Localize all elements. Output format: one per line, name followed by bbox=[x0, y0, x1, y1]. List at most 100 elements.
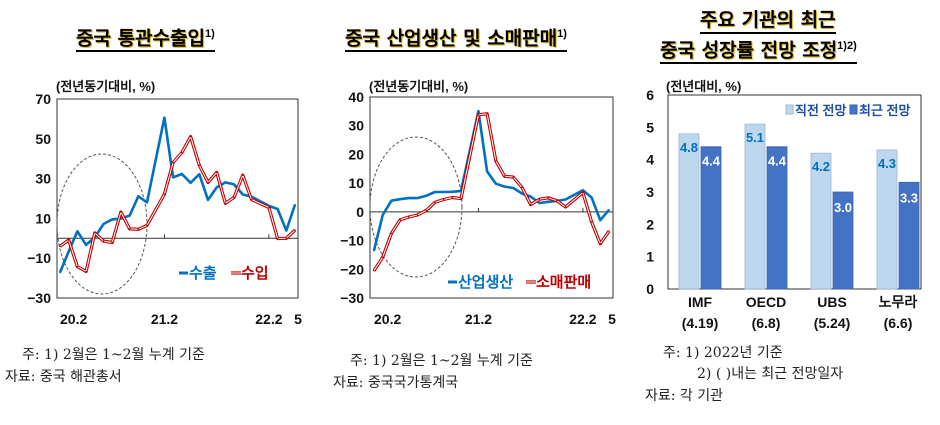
chart3-category-label: UBS bbox=[817, 294, 847, 310]
chart3-category-date: (6.8) bbox=[752, 315, 781, 331]
chart1-data-point bbox=[207, 199, 209, 201]
chart1-data-point bbox=[285, 229, 288, 232]
chart2-data-point bbox=[503, 175, 506, 178]
chart1-data-point bbox=[294, 203, 296, 206]
chart1-data-point bbox=[94, 232, 96, 234]
chart1-y-tick-label: −30 bbox=[27, 290, 51, 306]
chart2-data-point bbox=[608, 230, 610, 232]
chart3-category-label: IMF bbox=[688, 294, 713, 310]
chart3-bar-value-label: 3.0 bbox=[834, 200, 852, 215]
chart3-bar-latest bbox=[898, 181, 920, 290]
chart3-category-date: (4.19) bbox=[682, 315, 719, 331]
chart1-title-text: 중국 통관수출입 bbox=[76, 27, 205, 50]
chart3-bar-previous bbox=[744, 123, 766, 290]
chart1-series-a-line bbox=[58, 116, 297, 273]
chart2-title: 중국 산업생산 및 소매판매1) bbox=[345, 22, 567, 53]
chart1-data-point bbox=[172, 176, 174, 179]
chart2-data-point bbox=[529, 203, 532, 206]
chart2-data-point bbox=[486, 112, 488, 115]
chart1-data-point bbox=[224, 181, 227, 184]
chart2-data-point bbox=[582, 189, 584, 192]
chart3-note-1: 주: 1) 2022년 기준 bbox=[663, 345, 783, 361]
chart2-data-point bbox=[390, 232, 393, 235]
chart3-bar-value-label: 4.8 bbox=[680, 140, 698, 155]
chart3-plot-frame bbox=[667, 94, 922, 290]
chart1-x-tick-label: 21.2 bbox=[151, 311, 178, 327]
chart1-title: 중국 통관수출입1) bbox=[76, 22, 215, 53]
chart2-data-point bbox=[451, 190, 454, 193]
chart1-x-tick-label: 5 bbox=[294, 311, 302, 327]
chart1-data-point bbox=[198, 164, 201, 167]
chart2-y-tick-label: −30 bbox=[340, 290, 364, 306]
chart1-title-note: 1) bbox=[204, 28, 215, 40]
chart1-data-point bbox=[128, 228, 131, 230]
chart1-x-tick-label: 22.2 bbox=[255, 311, 282, 327]
chart1-data-point bbox=[276, 208, 279, 210]
chart1-unit-label: (전년동기대비, %) bbox=[56, 79, 156, 94]
chart2-data-point bbox=[590, 196, 593, 199]
chart1-data-point bbox=[250, 198, 253, 201]
chart2-series-b-line-inner bbox=[373, 113, 610, 271]
chart1-data-point bbox=[137, 195, 140, 198]
chart1-data-point bbox=[181, 151, 183, 154]
chart2-unit-label: (전년동기대비, %) bbox=[369, 79, 469, 94]
chart1-data-point bbox=[76, 265, 79, 268]
chart3-bar-previous bbox=[678, 133, 700, 290]
chart1-data-point bbox=[111, 241, 114, 244]
chart1-data-point bbox=[215, 186, 218, 189]
chart2-y-tick-label: 10 bbox=[348, 175, 364, 191]
chart2-data-point bbox=[555, 199, 558, 202]
chart2-data-point bbox=[521, 192, 523, 195]
chart1-y-tick-label: 10 bbox=[35, 210, 51, 226]
chart3-bar-previous bbox=[810, 152, 832, 290]
chart2-y-tick-label: −20 bbox=[340, 261, 364, 277]
chart2-x-tick-label: 5 bbox=[608, 311, 616, 327]
chart3-y-tick-label: 5 bbox=[646, 119, 654, 135]
chart1-data-point bbox=[294, 229, 296, 231]
chart3-bar-latest bbox=[700, 146, 722, 290]
chart3-y-tick-label: 1 bbox=[646, 249, 654, 265]
chart2-legend-label: 소매판매 bbox=[536, 274, 591, 291]
chart2-data-point bbox=[486, 170, 488, 173]
chart1-data-point bbox=[233, 196, 235, 199]
chart1-y-tick-label: −10 bbox=[27, 250, 51, 266]
chart2-highlight-ellipse bbox=[369, 136, 463, 278]
chart3-y-tick-label: 3 bbox=[646, 184, 654, 200]
chart2-y-tick-label: 40 bbox=[348, 89, 364, 105]
chart2-data-point bbox=[425, 209, 428, 212]
chart3-legend-swatch bbox=[785, 104, 794, 115]
chart2-data-point bbox=[599, 219, 602, 221]
chart2-data-point bbox=[434, 201, 436, 204]
chart1-data-point bbox=[102, 240, 105, 242]
chart2-data-point bbox=[608, 209, 610, 211]
chart3-title-note: 1)2) bbox=[837, 40, 857, 52]
chart3-title-line2: 중국 성장률 전망 조정1)2) bbox=[660, 34, 857, 65]
chart1-y-tick-label: 30 bbox=[35, 171, 51, 187]
chart2-legend-label: 산업생산 bbox=[458, 274, 513, 291]
chart1-data-point bbox=[120, 211, 122, 213]
chart1-data-point bbox=[76, 230, 79, 233]
chart1-x-tick-label: 20.2 bbox=[60, 311, 87, 327]
chart2-data-point bbox=[442, 191, 445, 193]
chart3-bar-previous bbox=[876, 149, 898, 290]
chart2-data-point bbox=[564, 198, 567, 201]
chart1-data-point bbox=[146, 201, 148, 204]
chart1-data-point bbox=[215, 171, 218, 174]
chart3-source: 자료: 각 기관 bbox=[645, 388, 724, 404]
chart2-y-tick-label: 20 bbox=[348, 146, 364, 162]
chart2-data-point bbox=[399, 219, 401, 221]
chart2-data-point bbox=[408, 216, 410, 218]
chart2-data-point bbox=[538, 198, 541, 201]
chart1-note: 주: 1) 2월은 1~2월 누계 기준 bbox=[22, 347, 205, 363]
chart3-bar-value-label: 4.2 bbox=[812, 159, 830, 174]
chart1-data-point bbox=[67, 250, 70, 253]
chart3-note-2: 2) ( )내는 최근 전망일자 bbox=[697, 366, 844, 382]
chart1-series-b-line-inner bbox=[59, 136, 296, 272]
chart2-data-point bbox=[503, 185, 506, 188]
chart2-data-point bbox=[547, 201, 549, 203]
chart1-data-point bbox=[163, 193, 166, 195]
chart1-data-point bbox=[111, 218, 114, 221]
chart2-data-point bbox=[425, 194, 428, 197]
chart2-data-point bbox=[390, 199, 393, 202]
